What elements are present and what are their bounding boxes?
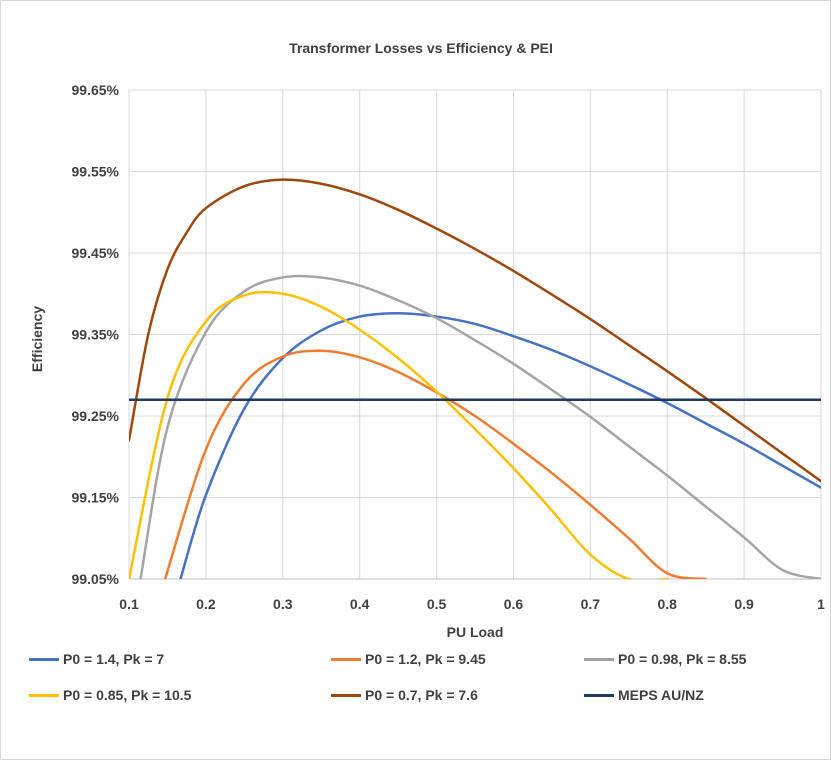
x-tick-label: 0.1 [119,596,139,612]
grid [128,89,822,580]
y-tick-label: 99.65% [72,82,120,98]
y-tick-label: 99.05% [72,571,120,587]
legend-item: P0 = 1.2, Pk = 9.45 [331,651,486,667]
legend-label: P0 = 0.7, Pk = 7.6 [365,687,478,703]
series-lines [129,178,821,579]
x-tick-label: 0.3 [273,596,293,612]
legend-label: P0 = 1.2, Pk = 9.45 [365,651,486,667]
legend-label: P0 = 0.98, Pk = 8.55 [618,651,747,667]
legend-swatch [584,693,614,697]
series-line-3 [139,274,821,579]
y-tick-label: 99.35% [72,327,120,343]
legend-item: P0 = 0.7, Pk = 7.6 [331,687,478,703]
chart-title: Transformer Losses vs Efficiency & PEI [289,40,553,56]
legend-label: P0 = 0.85, Pk = 10.5 [63,687,192,703]
x-tick-label: 0.9 [734,596,754,612]
x-tick-label: 0.6 [504,596,524,612]
legend-item: P0 = 0.85, Pk = 10.5 [29,687,191,703]
y-tick-label: 99.25% [72,408,120,424]
legend-item: MEPS AU/NZ [584,687,704,703]
series-line-1 [179,312,821,579]
x-tick-label: 0.4 [350,596,370,612]
series-line-5 [129,178,821,483]
legend-swatch [29,657,59,661]
legend-swatch [584,657,614,661]
legend-item: P0 = 1.4, Pk = 7 [29,651,164,667]
series-line-2 [163,349,707,579]
line-chart: Transformer Losses vs Efficiency & PEI 0… [29,40,826,640]
legend-swatch [29,693,59,697]
y-tick-label: 99.15% [72,490,120,506]
tick-labels: 0.1 0.2 0.3 0.4 0.5 0.6 0.7 0.8 0.9 1 99.05% 99.15%… [72,82,826,612]
x-tick-label: 0.8 [657,596,677,612]
legend-label: MEPS AU/NZ [618,687,704,703]
x-tick-label: 1 [817,596,825,612]
x-axis-label: PU Load [447,624,504,640]
x-tick-label: 0.2 [196,596,216,612]
series-line-4 [129,290,669,579]
legend-item: P0 = 0.98, Pk = 8.55 [584,651,746,667]
legend-swatch [331,657,361,661]
y-tick-label: 99.55% [72,164,120,180]
legend-swatch [331,693,361,697]
y-axis-label: Efficiency [29,306,45,372]
legend-label: P0 = 1.4, Pk = 7 [63,651,165,667]
y-tick-label: 99.45% [72,245,120,261]
x-tick-label: 0.7 [581,596,601,612]
x-tick-label: 0.5 [427,596,447,612]
